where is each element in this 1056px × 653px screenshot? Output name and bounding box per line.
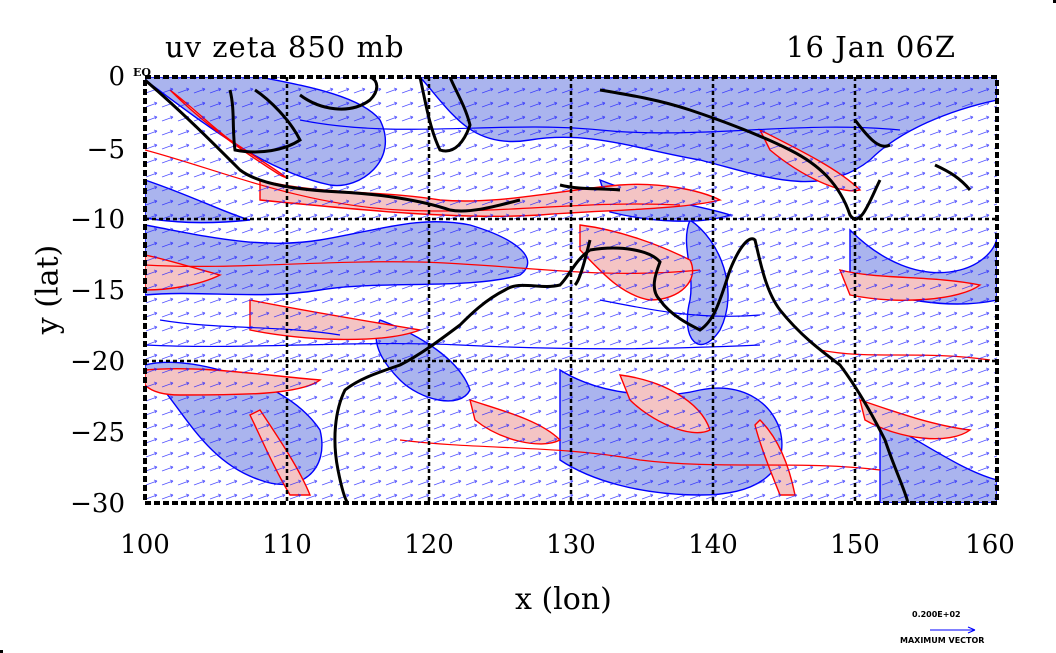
y-tick-label: −5: [86, 135, 125, 165]
map-date: 16 Jan 06Z: [786, 30, 956, 64]
y-tick-label: −30: [70, 489, 125, 519]
x-tick-label: 110: [262, 530, 312, 560]
map-title: uv zeta 850 mb: [165, 30, 405, 64]
max-vector-caption: MAXIMUM VECTOR: [900, 636, 985, 645]
y-tick-label: −25: [70, 418, 125, 448]
x-tick-label: 120: [404, 530, 454, 560]
x-axis-label: x (lon): [515, 582, 612, 617]
lat-lon-grid: [145, 77, 997, 503]
y-tick-label: 0: [108, 62, 125, 92]
coastlines: [145, 77, 972, 503]
y-tick-label: −15: [70, 276, 125, 306]
x-tick-label: 140: [688, 530, 738, 560]
x-tick-label: 160: [965, 530, 1015, 560]
y-axis-label: y (lat): [30, 244, 66, 335]
x-tick-label: 130: [546, 530, 596, 560]
y-tick-label: −10: [70, 205, 125, 235]
max-vector-value: 0.200E+02: [912, 610, 961, 619]
max-vector-arrow: [930, 626, 976, 634]
x-tick-label: 100: [120, 530, 170, 560]
map-field: [145, 77, 997, 503]
equator-marker: EQ: [133, 66, 151, 79]
x-tick-label: 150: [830, 530, 880, 560]
y-tick-label: −20: [70, 347, 125, 377]
map-frame: [143, 75, 999, 505]
